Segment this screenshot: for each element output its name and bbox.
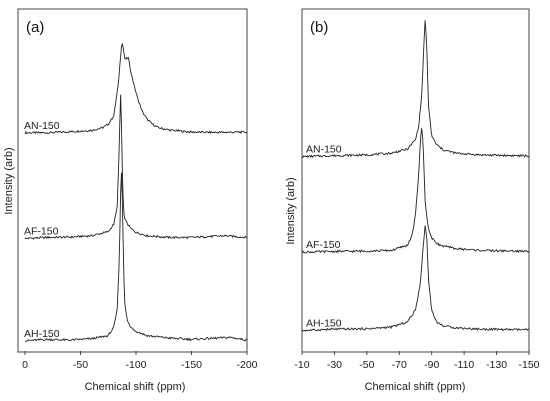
series-label: AH-150: [24, 328, 60, 340]
x-tick-label: -130: [486, 359, 507, 371]
panel-b: (b) -10 -30 -50 -70 -90 -110 -130 -150 AN-150 AF…: [285, 8, 540, 393]
x-tick-label: -30: [327, 359, 342, 371]
series-label: AN-150: [24, 120, 60, 132]
panel-a-frame: [17, 8, 248, 353]
panel-a-label: (a): [26, 19, 44, 36]
x-tick-label: -150: [518, 359, 539, 371]
panel-a-series-labels: AN-150 AF-150 AH-150: [24, 120, 60, 340]
panel-a: (a) 0 -50 -100 -150 -200 AN-150AF-150AH-150 …: [3, 8, 258, 393]
x-tick-label: -10: [294, 359, 309, 371]
series-an-150-trace: [301, 20, 530, 159]
series-af-150-trace: [301, 128, 530, 254]
x-tick-label: -150: [181, 359, 202, 371]
x-tick-label: -70: [392, 359, 407, 371]
series-label: AH-150: [306, 318, 342, 330]
panel-a-y-axis-label: Intensity (arb): [3, 147, 15, 214]
series-ah-150-trace: [24, 172, 248, 343]
x-tick-label: -100: [125, 359, 146, 371]
series-label: AF-150: [24, 225, 59, 237]
panel-b-frame: [301, 8, 530, 353]
x-tick-label: 0: [22, 359, 28, 371]
x-tick-label: -90: [424, 359, 439, 371]
panel-a-x-axis-label: Chemical shift (ppm): [85, 381, 186, 393]
x-tick-label: -50: [359, 359, 374, 371]
panel-b-x-axis-label: Chemical shift (ppm): [365, 381, 466, 393]
panel-a-x-ticks: 0 -50 -100 -150 -200: [22, 351, 258, 371]
series-label: AN-150: [306, 144, 342, 156]
panel-b-traces: [301, 20, 530, 332]
series-an-150-trace: [24, 42, 248, 135]
panel-b-label: (b): [310, 19, 328, 36]
x-tick-label: -110: [454, 359, 474, 371]
panel-b-series-labels: AN-150 AF-150 AH-150: [306, 144, 342, 330]
series-label: AF-150: [306, 239, 341, 251]
series-af-150-trace: [24, 94, 248, 240]
panel-b-x-ticks: -10 -30 -50 -70 -90 -110 -130 -150: [294, 351, 540, 371]
series-ah-150-trace: [301, 225, 530, 332]
x-tick-label: -50: [73, 359, 88, 371]
panel-a-traces: [24, 42, 248, 343]
panel-b-y-axis-label: Intensity (arb): [285, 177, 297, 244]
x-tick-label: -200: [236, 359, 257, 371]
